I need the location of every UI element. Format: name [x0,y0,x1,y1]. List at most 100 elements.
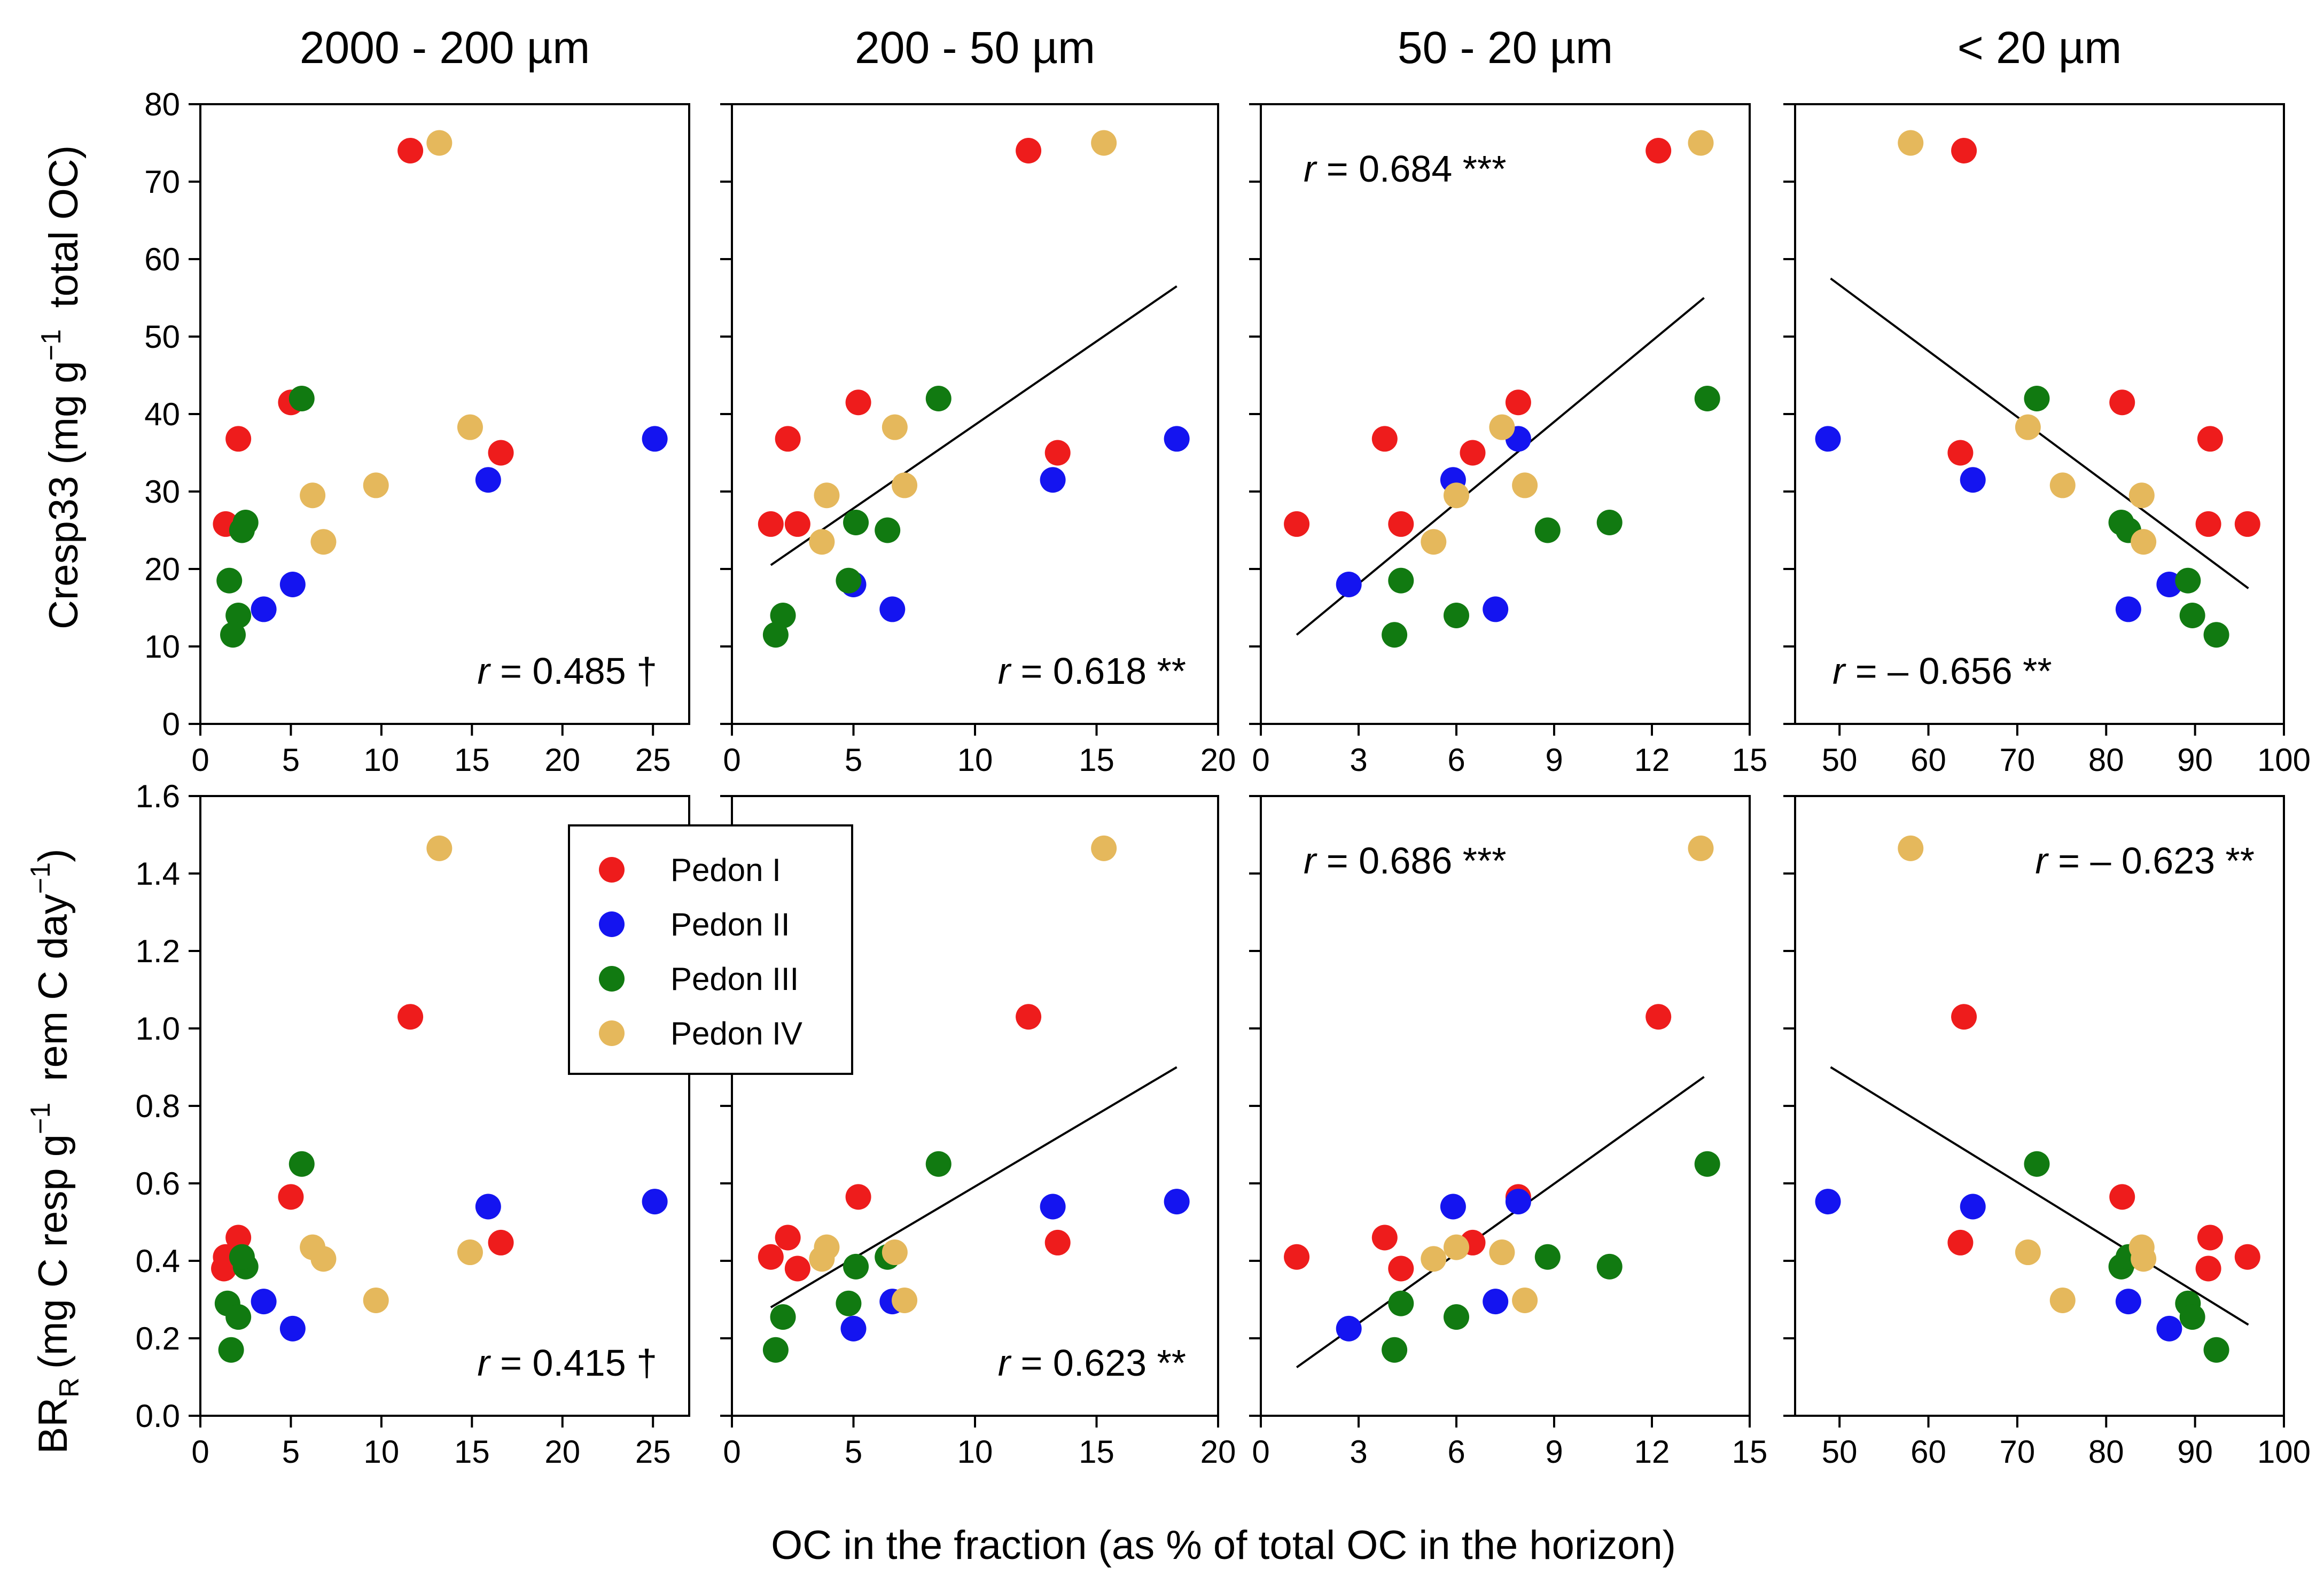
x-tick-label: 9 [1545,1434,1563,1470]
data-point-pedon-i [278,1184,304,1210]
data-point-pedon-iv [1444,1234,1469,1260]
x-tick-label: 3 [1350,1434,1367,1470]
data-point-pedon-iii [2179,603,2205,628]
data-point-pedon-iv [892,472,918,498]
data-point-pedon-iii [2203,622,2229,648]
data-point-pedon-ii [840,1315,867,1342]
data-point-pedon-iv [1688,835,1714,861]
data-point-pedon-ii [251,596,277,622]
regression-line [1830,1066,2249,1326]
data-point-pedon-iv [2131,1246,2157,1272]
data-point-pedon-i [1388,511,1414,537]
data-point-pedon-ii [475,1194,501,1220]
correlation-annotation: r = 0.686 *** [1304,840,1506,882]
data-point-pedon-ii [279,1315,306,1342]
x-tick-label: 5 [282,742,300,778]
data-point-pedon-iii [925,386,952,411]
x-tick-label: 15 [1732,742,1768,778]
x-tick-label: 9 [1545,742,1563,778]
data-point-pedon-i [225,1225,252,1251]
data-point-pedon-iv [1091,130,1117,156]
data-point-pedon-iv [882,1239,908,1266]
data-point-pedon-iii [836,567,862,594]
correlation-annotation: r = 0.415 † [477,1342,657,1384]
x-tick-label: 50 [1822,742,1858,778]
data-point-pedon-ii [2115,1289,2141,1315]
x-tick-label: 0 [191,1434,209,1470]
data-point-pedon-iv [363,1287,389,1313]
data-point-pedon-ii [1815,1189,1841,1215]
data-point-pedon-i [397,138,424,163]
data-point-pedon-i [2195,1255,2221,1282]
data-point-pedon-iv [1421,1246,1447,1272]
y-tick-label: 0.0 [136,1398,180,1434]
data-point-pedon-ii [1960,1194,1986,1220]
data-point-pedon-i [1044,1229,1071,1255]
data-point-pedon-iv [363,472,389,498]
y-tick-label: 10 [144,629,180,665]
data-point-pedon-iii [220,622,246,648]
x-tick-label: 0 [1252,742,1269,778]
data-point-pedon-iv [457,1239,483,1266]
x-tick-label: 15 [454,1434,490,1470]
data-point-pedon-iii [843,1253,869,1280]
x-tick-label: 10 [364,1434,400,1470]
data-point-pedon-ii [1336,1315,1362,1342]
data-point-pedon-i [775,426,801,452]
data-point-pedon-iv [1512,472,1538,498]
data-point-pedon-ii [879,596,906,622]
panel-5: 0 5 10 15 20 25 0.0 0.2 0.4 0.6 0.8 1.0 1.2 1.4 1.6 r =… [136,778,690,1470]
data-point-pedon-iii [218,1337,244,1363]
data-point-pedon-iv [1091,835,1117,861]
data-point-pedon-iv [426,130,453,156]
y-tick-label: 0 [162,706,180,742]
data-point-pedon-iv [310,1246,337,1272]
data-point-pedon-iii [843,510,869,535]
legend-marker [599,911,625,937]
x-tick-label: 12 [1634,1434,1670,1470]
x-tick-label: 10 [364,742,400,778]
data-point-pedon-i [775,1225,801,1251]
data-point-pedon-i [2109,389,2135,416]
data-point-pedon-iii [762,622,789,648]
x-tick-label: 15 [1732,1434,1768,1470]
data-point-pedon-ii [1164,426,1190,452]
data-point-pedon-iv [2015,1239,2041,1266]
panel-2: 200 - 50 µm 0 5 10 15 20 r = 0.618 ** [720,22,1236,778]
x-tick-label: 0 [1252,1434,1269,1470]
x-tick-label: 60 [1910,742,1946,778]
data-point-pedon-i [1645,138,1672,163]
x-tick-label: 20 [1200,742,1236,778]
y-axis-label-top: Cresp33 (mg g−1total OC) [36,145,87,629]
legend: Pedon I Pedon II Pedon III Pedon IV [568,824,853,1075]
x-tick-label: 70 [2000,1434,2036,1470]
data-point-pedon-iii [1534,1244,1561,1270]
data-point-pedon-ii [1040,1194,1066,1220]
y-tick-label: 60 [144,241,180,277]
data-point-pedon-iii [1388,1290,1414,1316]
data-point-pedon-iv [814,482,840,509]
correlation-annotation: r = 0.485 † [477,650,657,692]
data-point-pedon-iii [1534,517,1561,543]
y-tick-label: 0.4 [136,1243,180,1279]
data-point-pedon-iv [1688,130,1714,156]
data-point-pedon-iv [2128,482,2155,509]
panel-8: 50 60 70 80 90 100 r = – 0.623 ** [1783,795,2311,1470]
data-point-pedon-iii [2203,1337,2229,1363]
data-point-pedon-i [1016,138,1042,163]
data-point-pedon-ii [1505,1189,1531,1215]
panel-title: 50 - 20 µm [1398,22,1613,73]
data-point-pedon-iv [809,1246,835,1272]
data-point-pedon-iv [882,414,908,440]
x-tick-label: 100 [2257,742,2311,778]
data-point-pedon-ii [1483,1289,1509,1315]
data-point-pedon-ii [1815,426,1841,452]
data-point-pedon-iv [1444,482,1469,509]
data-point-pedon-i [2197,426,2223,452]
x-tick-label: 15 [454,742,490,778]
data-point-pedon-iv [1512,1287,1538,1313]
data-point-pedon-iii [2024,386,2050,411]
data-point-pedon-iii [216,567,243,594]
data-point-pedon-i [1284,511,1310,537]
data-point-pedon-iv [1489,1239,1515,1266]
